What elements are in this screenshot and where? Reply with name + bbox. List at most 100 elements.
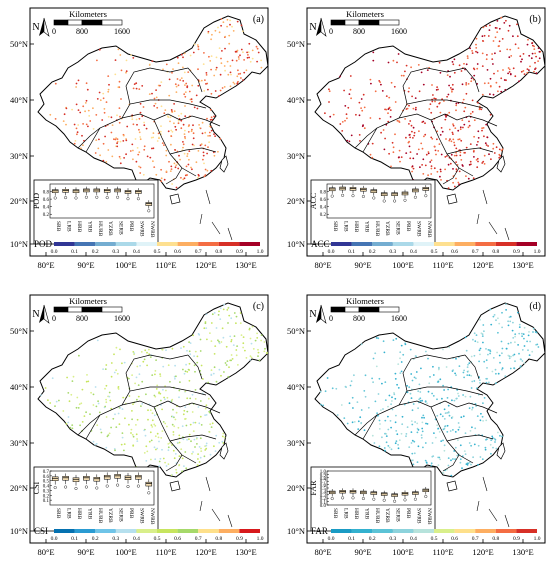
station-point xyxy=(388,152,390,155)
station-point xyxy=(160,105,163,108)
lon-label-3: 110°E xyxy=(155,547,176,557)
station-point xyxy=(184,115,187,118)
station-point xyxy=(372,381,374,384)
station-point xyxy=(139,172,142,174)
station-point xyxy=(75,103,78,106)
station-point xyxy=(158,391,161,394)
boxplot-outlier xyxy=(424,194,428,198)
station-point xyxy=(118,155,121,158)
station-point xyxy=(82,144,84,147)
station-point xyxy=(421,430,424,433)
station-point xyxy=(446,424,449,427)
station-point xyxy=(189,54,192,57)
station-point xyxy=(452,88,454,91)
station-point xyxy=(426,69,429,71)
legend-swatch xyxy=(392,529,414,533)
station-point xyxy=(178,441,181,444)
station-point xyxy=(384,137,386,140)
station-point xyxy=(526,68,529,70)
legend-metric-label: CSI xyxy=(34,526,48,536)
station-point xyxy=(128,395,131,397)
north-arrow-half-dark xyxy=(39,305,44,323)
station-point xyxy=(208,55,210,58)
station-point xyxy=(95,114,98,116)
station-point xyxy=(492,147,495,150)
legend-swatch xyxy=(54,242,75,246)
station-point xyxy=(408,386,411,388)
station-point xyxy=(384,381,387,383)
station-point xyxy=(87,125,89,128)
station-point xyxy=(114,73,117,76)
boxplot-outlier xyxy=(74,196,78,200)
station-point xyxy=(198,422,201,425)
station-point xyxy=(98,48,101,51)
station-point xyxy=(425,461,428,464)
station-point xyxy=(453,141,455,144)
station-point xyxy=(324,390,327,393)
station-point xyxy=(194,370,196,373)
station-point xyxy=(454,372,456,375)
station-point xyxy=(170,109,173,111)
legend-swatch xyxy=(372,242,393,246)
boxplot-outlier xyxy=(105,484,109,488)
station-point xyxy=(184,91,187,93)
station-point xyxy=(73,123,76,126)
station-point xyxy=(481,35,484,38)
station-point xyxy=(372,357,375,360)
station-point xyxy=(463,110,466,113)
station-point xyxy=(463,376,465,379)
station-point xyxy=(215,380,218,383)
north-label: N xyxy=(32,309,39,320)
station-point xyxy=(360,343,363,346)
station-point xyxy=(412,157,415,160)
station-point xyxy=(171,71,173,74)
station-point xyxy=(418,398,420,401)
south-china-sea-line xyxy=(476,189,510,241)
station-point xyxy=(126,125,129,128)
station-point xyxy=(203,175,206,178)
station-point xyxy=(446,397,449,399)
lon-label-3: 110°E xyxy=(155,260,176,270)
basin-border xyxy=(442,167,460,185)
station-point xyxy=(421,421,424,424)
north-arrow-icon: N xyxy=(32,17,50,37)
station-point xyxy=(509,73,512,75)
station-point xyxy=(119,115,121,118)
scale-bar-title: Kilometers xyxy=(69,9,107,19)
station-point xyxy=(501,368,503,371)
station-point xyxy=(205,72,208,74)
station-point xyxy=(411,130,413,133)
station-point xyxy=(108,83,110,86)
legend-tick-7: 0.7 xyxy=(472,536,479,542)
station-point xyxy=(512,35,514,38)
station-point xyxy=(446,431,449,433)
scale-bar-tick-1: 800 xyxy=(353,314,365,323)
station-point xyxy=(339,75,341,78)
station-point xyxy=(164,422,167,425)
legend-tick-0: 0.0 xyxy=(328,536,335,542)
station-point xyxy=(206,338,208,341)
lat-label-3: 20°N xyxy=(287,196,305,206)
station-point xyxy=(459,458,462,461)
station-point xyxy=(421,147,424,150)
station-point xyxy=(63,113,66,116)
station-point xyxy=(518,80,520,83)
station-point xyxy=(150,439,153,442)
station-point xyxy=(514,335,516,338)
basin-border xyxy=(77,127,101,149)
station-point xyxy=(519,365,522,368)
scale-bar-tick-1: 800 xyxy=(76,314,88,323)
station-point xyxy=(161,430,164,432)
station-point xyxy=(88,115,91,117)
station-point xyxy=(67,416,70,418)
station-point xyxy=(441,415,444,418)
scale-bar-segment xyxy=(53,306,69,313)
station-point xyxy=(375,365,378,368)
station-point xyxy=(390,403,392,406)
station-point xyxy=(186,410,189,413)
station-point xyxy=(394,442,397,445)
station-point xyxy=(214,29,217,32)
scale-bar-segment xyxy=(101,306,123,313)
station-point xyxy=(180,53,183,56)
basin-border xyxy=(167,113,221,127)
